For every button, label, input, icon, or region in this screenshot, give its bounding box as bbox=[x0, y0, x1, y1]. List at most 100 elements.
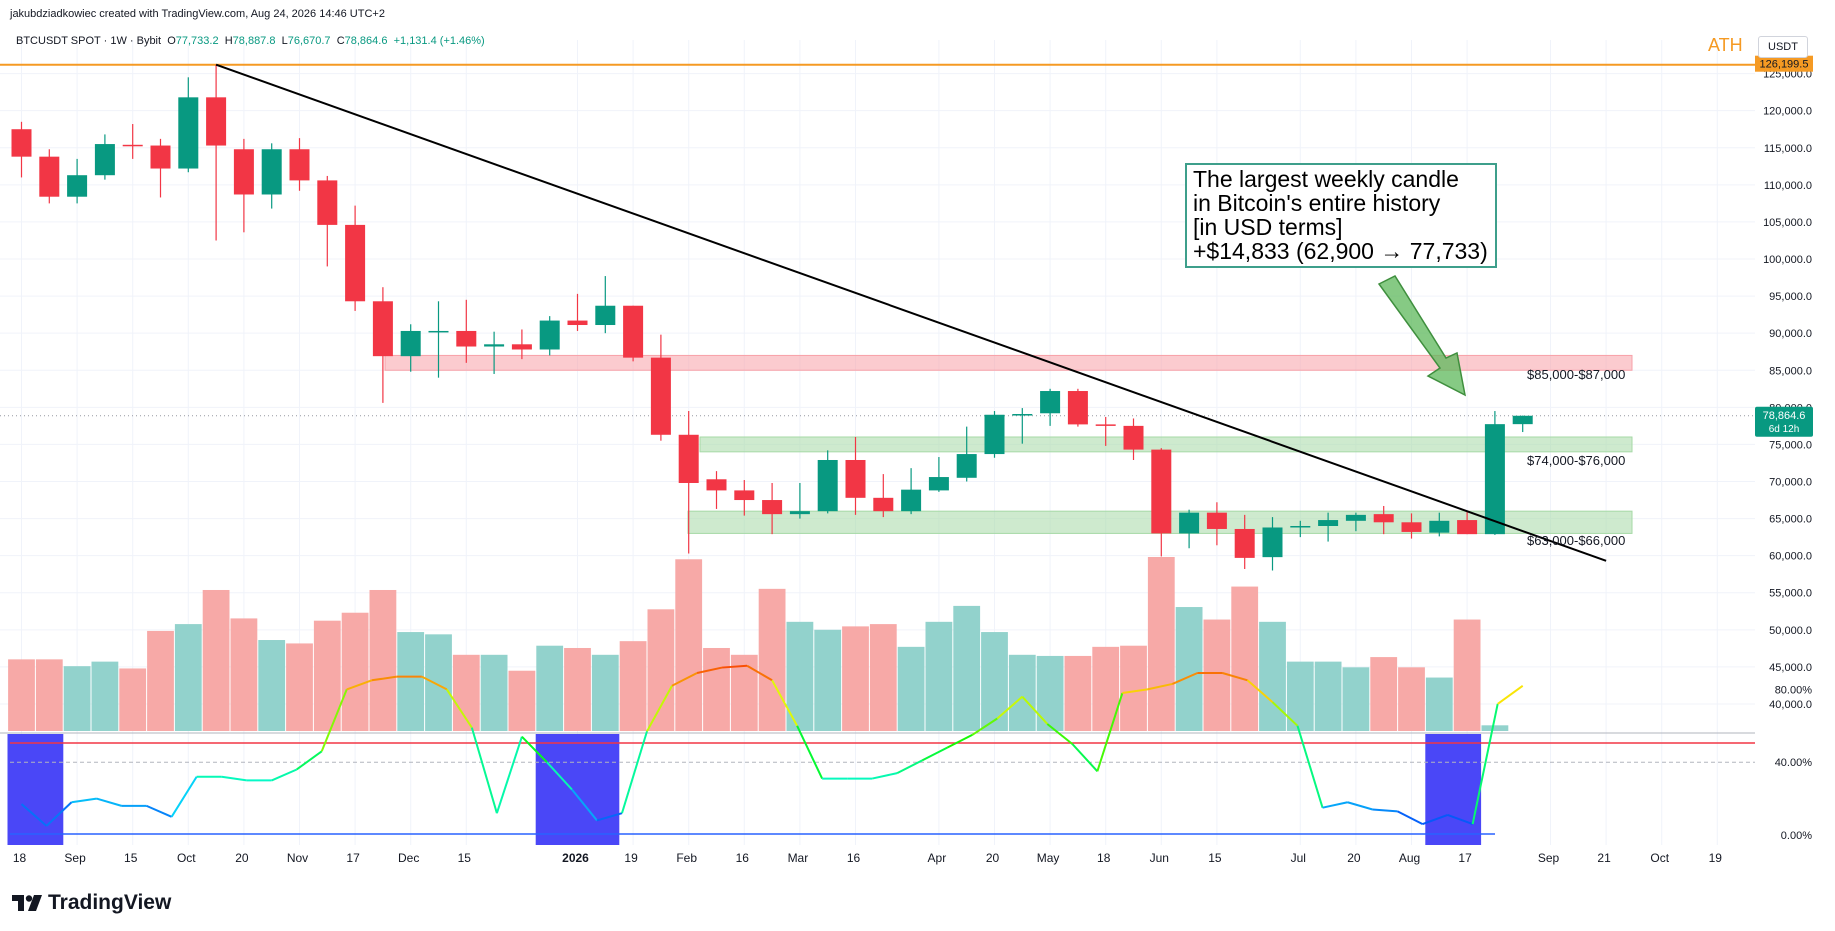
volume-bar bbox=[35, 659, 63, 731]
candle-body bbox=[1318, 520, 1339, 527]
stoch-tick-label: 80.00% bbox=[1775, 684, 1813, 696]
price-tick-label: 55,000.0 bbox=[1769, 588, 1812, 600]
candle-body bbox=[206, 97, 227, 146]
candle-body bbox=[456, 330, 477, 347]
volume-bar bbox=[8, 659, 35, 731]
volume-bar bbox=[1120, 645, 1147, 731]
candle-body bbox=[122, 144, 143, 147]
price-tick-label: 60,000.0 bbox=[1769, 551, 1812, 563]
stoch-line-segment bbox=[1372, 808, 1398, 813]
time-tick-label: Sep bbox=[1538, 851, 1560, 865]
ath-label: ATH bbox=[1708, 35, 1743, 55]
volume-bar bbox=[1481, 725, 1509, 731]
price-tick-label: 45,000.0 bbox=[1769, 662, 1812, 674]
candle-body bbox=[1262, 527, 1283, 558]
candle-body bbox=[678, 434, 699, 483]
trendline-segment bbox=[215, 63, 1607, 562]
volume-bar bbox=[647, 609, 675, 731]
stoch-line-segment bbox=[1071, 743, 1099, 772]
stoch-line-segment bbox=[45, 801, 73, 827]
candle-body bbox=[734, 490, 755, 501]
symbol-legend[interactable]: BTCUSDT SPOT · 1W · Bybit O77,733.2 H78,… bbox=[16, 35, 485, 47]
volume-bar bbox=[814, 629, 842, 731]
price-tick-label: 50,000.0 bbox=[1769, 625, 1812, 637]
zone-label-support-upper: $74,000-$76,000 bbox=[1527, 453, 1626, 468]
volume-bar bbox=[591, 654, 619, 731]
stoch-line-segment bbox=[1222, 672, 1248, 682]
candle-body bbox=[67, 175, 88, 197]
volume-bar bbox=[1036, 655, 1064, 731]
tradingview-logo[interactable]: TradingView bbox=[12, 891, 171, 915]
candle-body bbox=[94, 144, 115, 176]
volume-bar bbox=[425, 634, 452, 731]
volume-bar bbox=[258, 640, 286, 731]
change-value: +1,131.4 (+1.46%) bbox=[393, 35, 485, 47]
annotation-line-1: The largest weekly candle bbox=[1193, 166, 1459, 192]
candle-body bbox=[1512, 415, 1533, 425]
stoch-line-segment bbox=[1397, 810, 1424, 825]
low-value: 76,670.7 bbox=[287, 35, 331, 47]
volume-bar bbox=[758, 588, 786, 731]
candle-body bbox=[1179, 512, 1200, 534]
time-tick-label: 2026 bbox=[562, 851, 589, 865]
stoch-line-segment bbox=[470, 727, 498, 814]
volume-bar bbox=[341, 612, 369, 731]
candle-body bbox=[845, 459, 866, 498]
time-tick-label: 19 bbox=[624, 851, 638, 865]
time-tick-label: Aug bbox=[1399, 851, 1420, 865]
stoch-line-segment bbox=[421, 675, 448, 691]
candle-body bbox=[567, 320, 588, 326]
candle-body bbox=[873, 497, 894, 512]
stoch-line-segment bbox=[1271, 701, 1299, 727]
time-tick-label: 15 bbox=[1208, 851, 1222, 865]
volume-bar bbox=[1231, 586, 1259, 731]
oversold-band bbox=[7, 734, 64, 845]
candle-body bbox=[539, 320, 560, 350]
candle-body bbox=[289, 149, 310, 181]
currency-button[interactable]: USDT bbox=[1758, 36, 1808, 58]
candle-body bbox=[1290, 526, 1311, 528]
price-tags: 126,199.5 78,864.6 6d 12h bbox=[1755, 55, 1813, 437]
price-tick-label: 115,000.0 bbox=[1764, 143, 1812, 155]
symbol-name: BTCUSDT SPOT · 1W · Bybit bbox=[16, 35, 162, 47]
price-tick-label: 40,000.0 bbox=[1769, 699, 1812, 711]
volume-bar bbox=[1203, 619, 1231, 731]
volume-bar bbox=[286, 643, 313, 731]
candle-body bbox=[1401, 522, 1422, 532]
volume-bar bbox=[397, 632, 425, 731]
price-tick-label: 75,000.0 bbox=[1769, 439, 1812, 451]
time-tick-label: 18 bbox=[13, 851, 27, 865]
time-axis[interactable]: 18 Sep 15 Oct 20 Nov 17 Dec 15 2026 19 Feb 16 Mar 16 Ap… bbox=[13, 851, 1722, 865]
time-tick-label: Dec bbox=[398, 851, 419, 865]
volume-bar bbox=[174, 624, 202, 731]
candle-body bbox=[650, 357, 671, 435]
trend-line bbox=[215, 63, 1607, 562]
candle-body bbox=[1123, 425, 1144, 450]
oversold-band bbox=[1425, 734, 1482, 845]
stoch-tick-label: 0.00% bbox=[1781, 830, 1812, 842]
stoch-line-segment bbox=[96, 797, 122, 807]
stoch-line-segment bbox=[796, 725, 824, 780]
stoch-line-segment bbox=[646, 685, 673, 732]
time-tick-label: 15 bbox=[124, 851, 138, 865]
volume-bar bbox=[675, 559, 703, 731]
current-price-tag bbox=[1755, 406, 1813, 437]
volume-bar bbox=[230, 618, 258, 731]
candle-body bbox=[1095, 424, 1116, 426]
volume-bar bbox=[480, 654, 508, 731]
candle-body bbox=[623, 305, 644, 358]
countdown-text: 6d 12h bbox=[1769, 424, 1800, 435]
volume-bar bbox=[1342, 667, 1370, 731]
stoch-line-segment bbox=[1497, 684, 1524, 705]
price-tick-label: 100,000.0 bbox=[1763, 254, 1812, 266]
price-tick-label: 70,000.0 bbox=[1769, 477, 1812, 489]
low-label: L bbox=[281, 35, 288, 47]
stoch-line-segment bbox=[71, 797, 97, 804]
time-tick-label: Apr bbox=[928, 851, 947, 865]
price-axis[interactable]: 125,000.0120,000.0115,000.0110,000.0105,… bbox=[1763, 69, 1812, 842]
candle-body bbox=[1206, 512, 1227, 529]
candle-body bbox=[11, 129, 32, 157]
stoch-line-segment bbox=[1246, 679, 1274, 703]
stoch-line-segment bbox=[1046, 723, 1073, 745]
